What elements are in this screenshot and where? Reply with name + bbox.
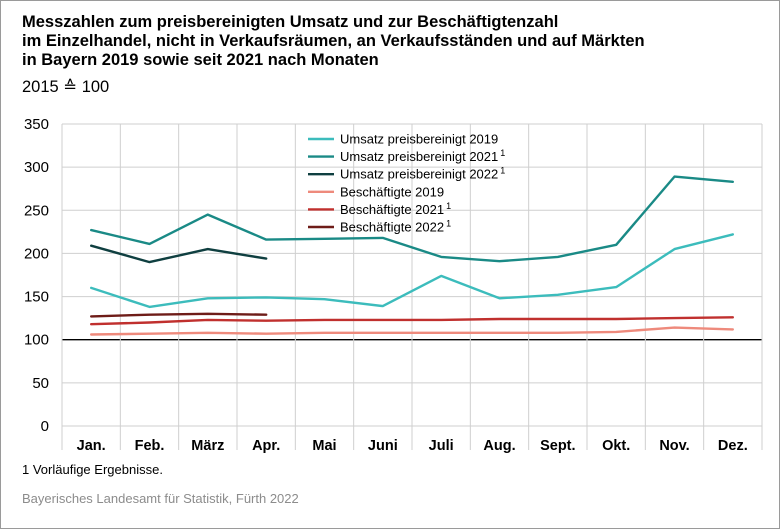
series-line-1	[90, 175, 734, 263]
legend-label: Umsatz preisbereinigt 2021 1	[340, 148, 505, 164]
y-tick-label: 350	[24, 116, 49, 133]
y-tick-label: 250	[24, 202, 49, 219]
x-tick-label: Apr.	[252, 438, 280, 454]
x-tick-label: März	[191, 438, 224, 454]
y-tick-label: 150	[24, 289, 49, 306]
y-tick-label: 200	[24, 245, 49, 262]
x-tick-label: Dez.	[718, 438, 748, 454]
legend-label: Beschäftigte 2022 1	[340, 219, 451, 235]
legend-footnote-marker: 1	[446, 201, 451, 211]
x-tick-label: Sept.	[540, 438, 575, 454]
x-tick-label: Mai	[312, 438, 336, 454]
chart-subtitle: 2015 ≙ 100	[22, 78, 110, 96]
legend-label: Umsatz preisbereinigt 2019	[340, 132, 498, 147]
x-tick-label: Juli	[429, 438, 454, 454]
legend-footnote-marker: 1	[446, 219, 451, 229]
source-note: Bayerisches Landesamt für Statistik, Für…	[22, 491, 299, 506]
y-tick-label: 100	[24, 332, 49, 349]
y-tick-label: 300	[24, 159, 49, 176]
legend-label: Beschäftigte 2021 1	[340, 201, 451, 217]
x-tick-label: Okt.	[602, 438, 630, 454]
footnote: 1 Vorläufige Ergebnisse.	[22, 462, 163, 477]
title-line-2: im Einzelhandel, nicht in Verkaufsräumen…	[22, 32, 645, 50]
x-tick-label: Aug.	[483, 438, 515, 454]
series-line-5	[90, 312, 268, 318]
x-tick-label: Juni	[368, 438, 398, 454]
legend-label: Beschäftigte 2019	[340, 184, 444, 199]
legend-label-text: Beschäftigte 2019	[340, 184, 444, 199]
legend-footnote-marker: 1	[500, 148, 505, 158]
legend-label-text: Beschäftigte 2022	[340, 220, 444, 235]
y-tick-label: 0	[41, 418, 49, 435]
title-line-3: in Bayern 2019 sowie seit 2021 nach Mona…	[22, 51, 379, 69]
legend-label-text: Umsatz preisbereinigt 2019	[340, 132, 498, 147]
legend-label: Umsatz preisbereinigt 2022 1	[340, 166, 505, 182]
title-line-1: Messzahlen zum preisbereinigten Umsatz u…	[22, 13, 559, 31]
x-tick-label: Nov.	[659, 438, 689, 454]
series-line-2	[90, 244, 268, 264]
series-line-4	[90, 316, 734, 326]
y-tick-label: 50	[32, 375, 49, 392]
series-line-3	[90, 326, 734, 336]
legend-label-text: Beschäftigte 2021	[340, 202, 444, 217]
legend-label-text: Umsatz preisbereinigt 2022	[340, 167, 498, 182]
legend-label-text: Umsatz preisbereinigt 2021	[340, 149, 498, 164]
x-tick-label: Jan.	[77, 438, 106, 454]
series-line-0	[90, 233, 734, 309]
chart-title: Messzahlen zum preisbereinigten Umsatz u…	[22, 13, 762, 70]
x-tick-label: Feb.	[135, 438, 165, 454]
legend-footnote-marker: 1	[500, 166, 505, 176]
